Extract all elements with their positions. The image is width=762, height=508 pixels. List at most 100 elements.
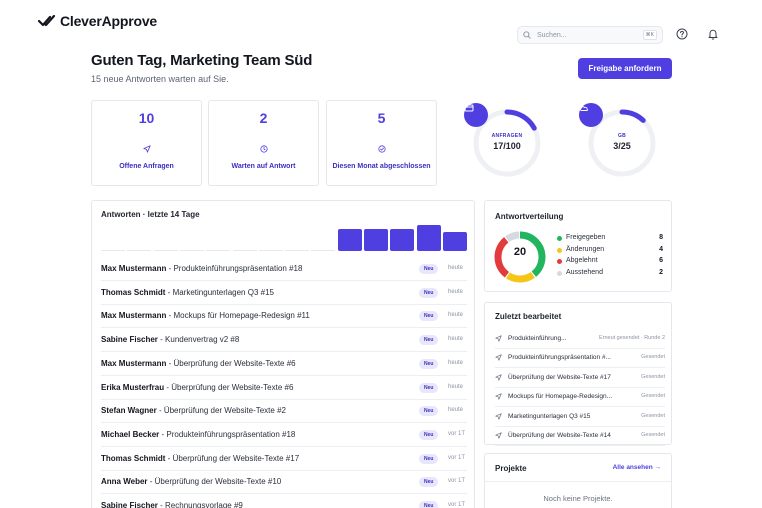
recent-item[interactable]: Produkteinführung... Erneut gesendet · Ru… (495, 330, 665, 349)
page-subtitle: 15 neue Antworten warten auf Sie. (91, 74, 229, 84)
legend-value: 6 (659, 257, 663, 264)
view-all-projects-link[interactable]: Alle ansehen → (612, 464, 661, 471)
response-text: Max Mustermann - Produkteinführungspräse… (101, 264, 302, 273)
recent-item-title: Überprüfung der Website-Texte #14 (508, 432, 611, 439)
response-text: Thomas Schmidt - Marketingunterlagen Q3 … (101, 288, 274, 297)
bell-icon[interactable] (707, 28, 719, 40)
legend-value: 4 (659, 245, 663, 253)
new-badge: Neu (419, 264, 439, 274)
recent-item-status: Gesendet (641, 354, 665, 361)
response-row[interactable]: Michael Becker - Produkteinführungspräse… (101, 424, 467, 447)
response-text: Thomas Schmidt - Überprüfung der Website… (101, 454, 299, 463)
recent-item-title: Überprüfung der Website-Texte #17 (508, 373, 611, 381)
response-row[interactable]: Thomas Schmidt - Überprüfung der Website… (101, 448, 467, 471)
response-item: - Überprüfung der Website-Texte #6 (164, 382, 294, 392)
respondent-name: Max Mustermann (101, 311, 167, 321)
response-item: - Produkteinführungspräsentation #18 (166, 264, 303, 273)
legend-label: Abgelehnt (566, 257, 598, 264)
response-row[interactable]: Erika Musterfrau - Überprüfung der Websi… (101, 377, 467, 400)
stat-label: Warten auf Antwort (231, 163, 296, 170)
logo[interactable]: CleverApprove (38, 13, 157, 29)
response-row[interactable]: Max Mustermann - Produkteinführungspräse… (101, 258, 467, 281)
response-row[interactable]: Max Mustermann - Überprüfung der Website… (101, 353, 467, 376)
respondent-name: Stefan Wagner (101, 406, 157, 416)
response-time: vor 1T (448, 430, 466, 437)
requests-gauge-ring (473, 109, 541, 177)
response-row[interactable]: Stefan Wagner - Überprüfung der Website-… (101, 400, 467, 424)
responses-bar-chart (101, 221, 467, 251)
response-item: - Mockups für Homepage-Redesign #11 (166, 311, 310, 321)
response-time: heute (448, 312, 464, 319)
search-input[interactable]: Suchen... ⌘K (517, 26, 663, 44)
stat-label: Offene Anfragen (119, 163, 174, 170)
new-badge: Neu (419, 311, 439, 322)
storage-gauge-ring (588, 109, 656, 177)
response-bar (311, 250, 336, 251)
gauge-value: 17/100 (493, 141, 521, 151)
cloud-icon (579, 103, 603, 127)
response-bar (101, 250, 125, 251)
new-badge: Neu (419, 406, 439, 417)
recent-item-status: Erneut gesendet · Runde 2 (598, 335, 665, 341)
new-badge: Neu (419, 358, 439, 369)
response-item: - Überprüfung der Website-Texte #6 (166, 358, 296, 368)
response-item: - Überprüfung der Website-Texte #17 (165, 453, 300, 463)
respondent-name: Anna Weber (101, 477, 148, 487)
stat-card-open-requests[interactable]: 10 Offene Anfragen (91, 100, 202, 186)
respondent-name: Michael Becker (101, 429, 160, 439)
response-row[interactable]: Anna Weber - Überprüfung der Website-Tex… (101, 471, 467, 495)
legend-label: Freigegeben (566, 234, 606, 241)
recent-item[interactable]: Marketingunterlagen Q3 #15 Gesendet (495, 408, 665, 427)
stat-value: 2 (259, 110, 268, 126)
recent-item[interactable]: Produkteinführungspräsentation #... Gesen… (495, 349, 665, 369)
search-shortcut: ⌘K (642, 30, 657, 40)
legend-item: Freigegeben 8 (557, 234, 665, 244)
stat-card-waiting[interactable]: 2 Warten auf Antwort (208, 100, 319, 186)
response-text: Max Mustermann - Mockups für Homepage-Re… (101, 311, 310, 320)
legend-value: 2 (659, 268, 663, 276)
response-time: heute (448, 288, 464, 295)
send-icon (495, 354, 502, 362)
response-row[interactable]: Max Mustermann - Mockups für Homepage-Re… (101, 305, 467, 329)
response-item: - Rechnungsvorlage #9 (157, 501, 243, 508)
distribution-title: Antwortverteilung (495, 212, 564, 221)
recent-item[interactable]: Überprüfung der Website-Texte #14 Gesende… (495, 427, 665, 446)
gauge-label: ANFRAGEN (491, 133, 523, 139)
response-text: Erika Musterfrau - Überprüfung der Websi… (101, 383, 293, 392)
response-item: - Kundenvertrag v2 #8 (157, 335, 240, 345)
response-item: - Produkteinführungspräsentation #18 (159, 429, 296, 439)
response-text: Stefan Wagner - Überprüfung der Website-… (101, 406, 286, 415)
response-row[interactable]: Sabine Fischer - Rechnungsvorlage #9 Neu v… (101, 495, 467, 508)
respondent-name: Erika Musterfrau (101, 382, 165, 392)
page-title: Guten Tag, Marketing Team Süd (91, 52, 313, 69)
new-badge: Neu (419, 287, 439, 298)
recent-item[interactable]: Überprüfung der Website-Texte #17 Gesende… (495, 369, 665, 388)
response-bar (127, 250, 152, 251)
respondent-name: Thomas Schmidt (101, 287, 166, 297)
recent-item[interactable]: Mockups für Homepage-Redesign... Gesendet (495, 388, 665, 408)
response-text: Max Mustermann - Überprüfung der Website… (101, 359, 296, 368)
recent-item-title: Produkteinführungspräsentation #... (508, 354, 611, 362)
send-icon (142, 145, 151, 153)
search-icon (523, 31, 531, 39)
new-badge: Neu (419, 382, 439, 393)
donut-slice (494, 231, 546, 283)
legend-label: Ausstehend (566, 268, 603, 276)
request-approval-button[interactable]: Freigabe anfordern (578, 58, 672, 79)
donut-slice (494, 231, 546, 283)
recent-item-status: Gesendet (641, 412, 665, 419)
recent-item-status: Gesendet (641, 393, 665, 400)
respondent-name: Sabine Fischer (101, 501, 158, 508)
response-row[interactable]: Thomas Schmidt - Marketingunterlagen Q3 … (101, 282, 467, 305)
stat-value: 10 (138, 110, 155, 126)
stat-card-completed[interactable]: 5 Diesen Monat abgeschlossen (326, 100, 437, 186)
response-row[interactable]: Sabine Fischer - Kundenvertrag v2 #8 Neu h… (101, 329, 467, 353)
send-icon (495, 432, 502, 439)
response-bar (153, 250, 178, 251)
response-bar (258, 250, 283, 251)
send-icon (495, 393, 502, 400)
new-badge: Neu (419, 477, 439, 488)
response-time: heute (448, 265, 464, 271)
help-circle-icon[interactable] (676, 28, 688, 40)
requests-gauge: ANFRAGEN 17/100 (464, 103, 547, 183)
